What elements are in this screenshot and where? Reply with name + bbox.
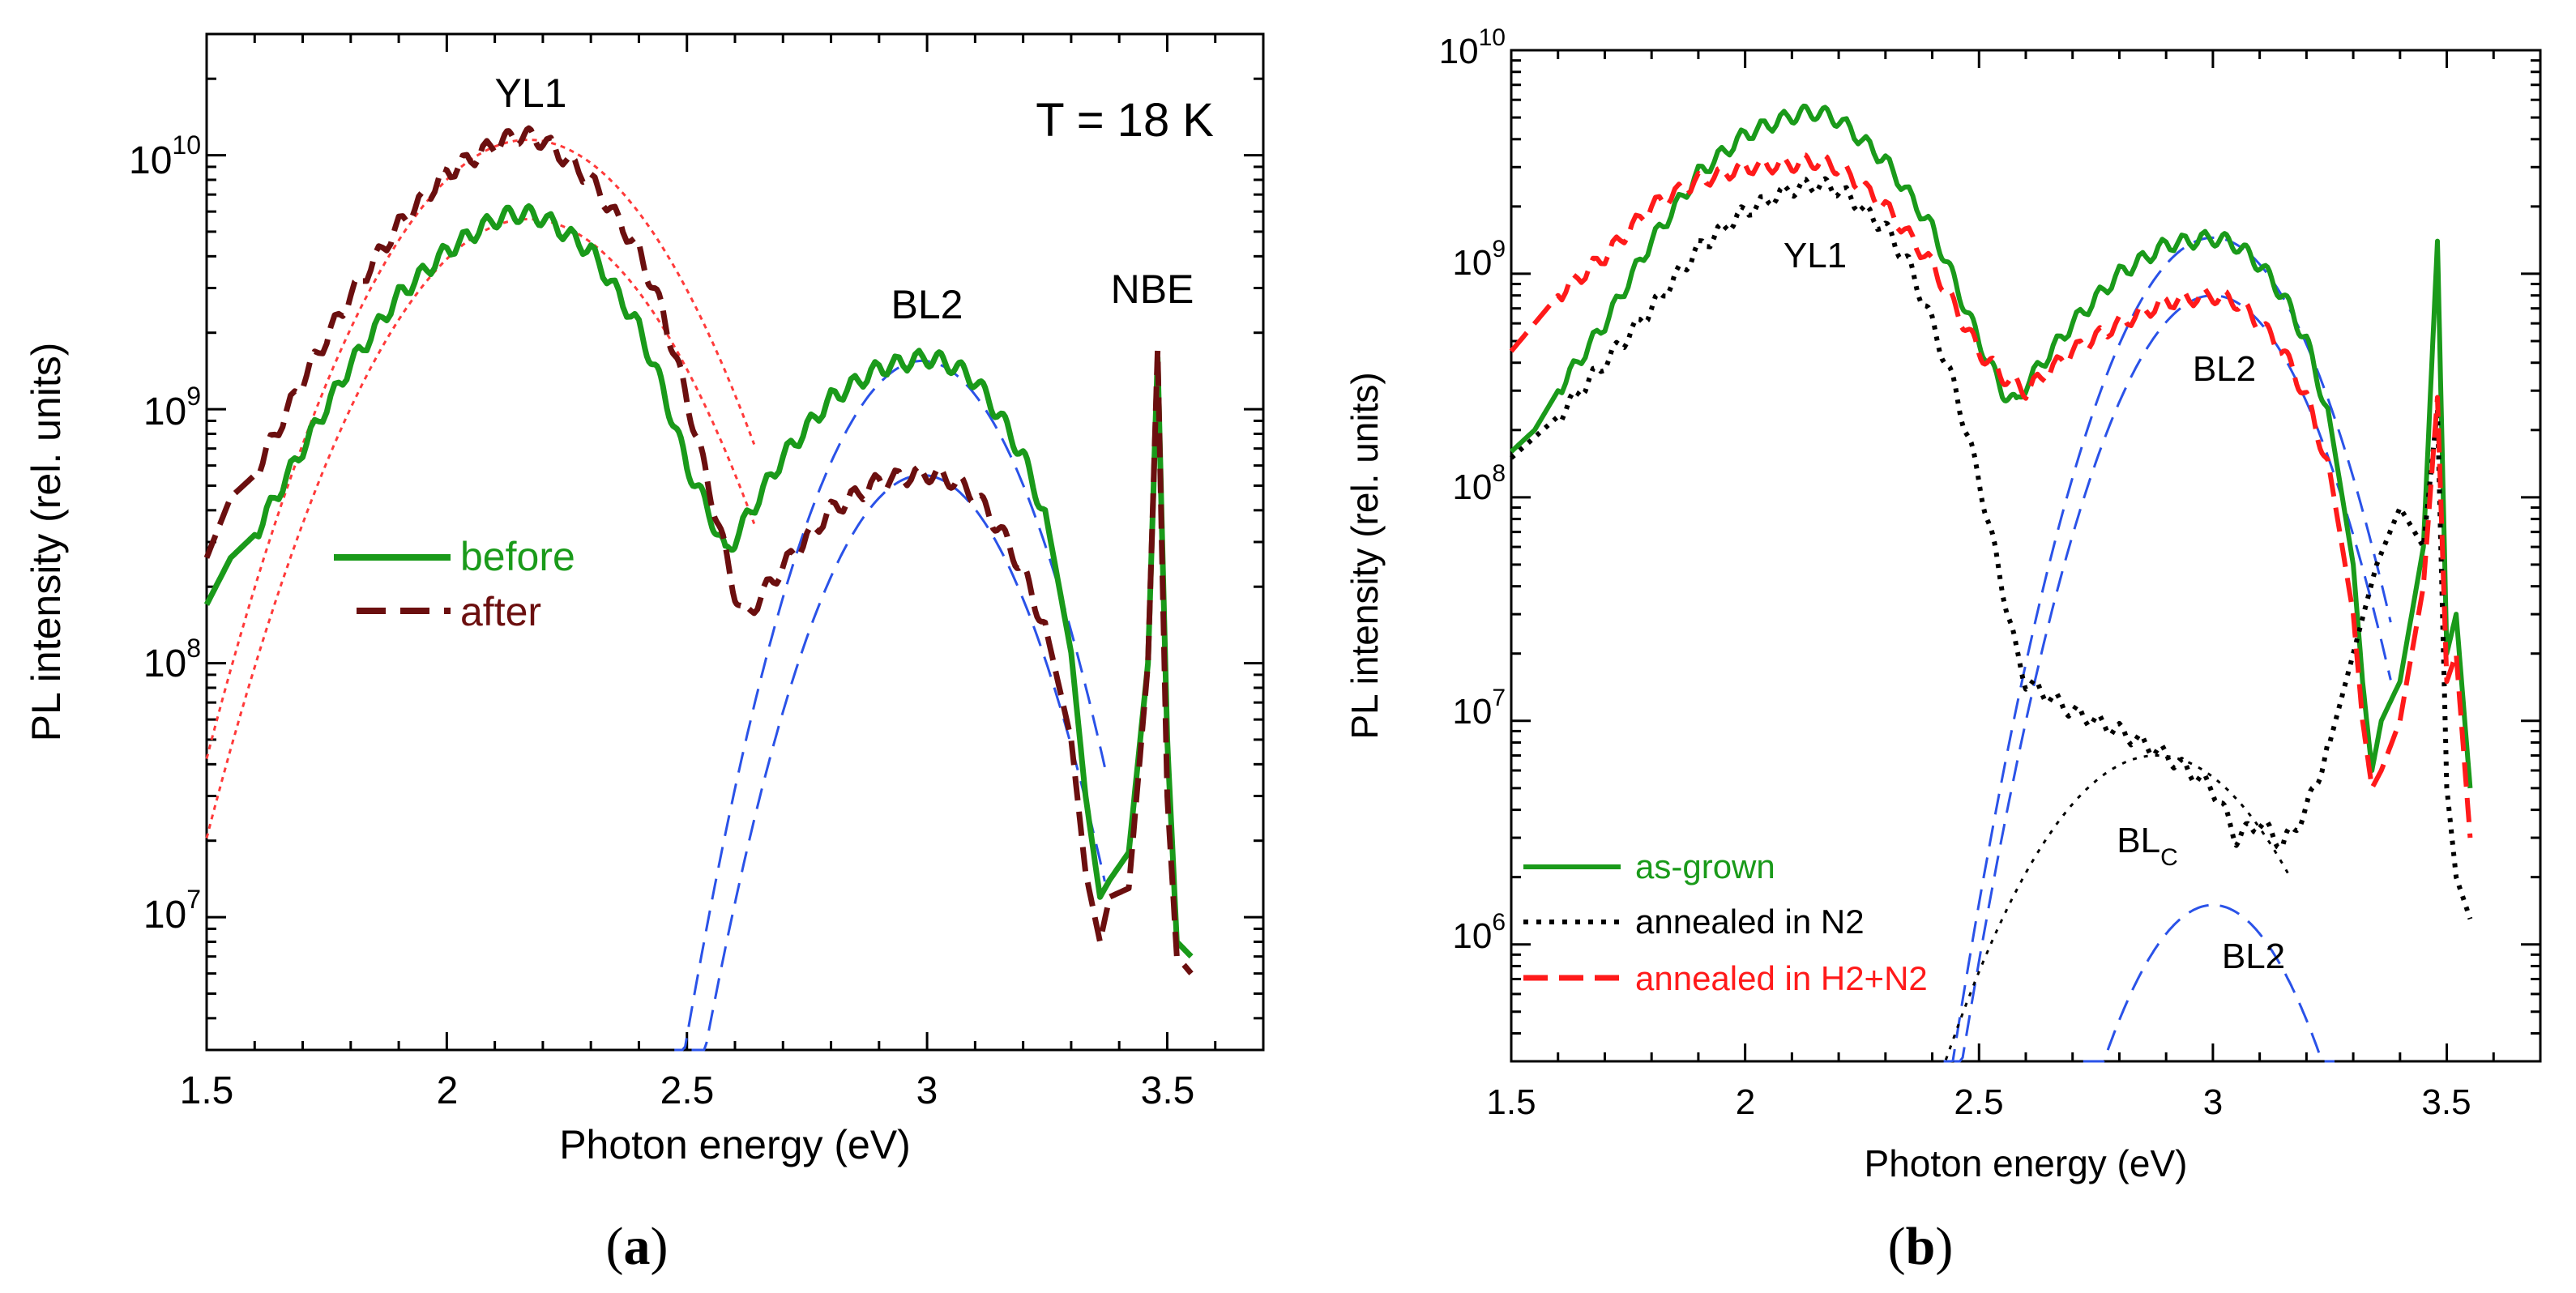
series-bl2-fit-after- [691,474,1106,1052]
a-legend-label-before: before [460,534,575,579]
b-legend-label-as-grown: as-grown [1635,847,1775,885]
series-after [203,125,1194,975]
b-xtick-label: 2.5 [1954,1082,2003,1122]
a-xtick-label: 3.5 [1141,1069,1195,1112]
b-xtick-label: 1.5 [1486,1082,1536,1122]
series-annealed-in-h2-n2 [1509,151,2473,839]
b-ylabel: PL intensity (rel. units) [1344,372,1386,739]
series-bl2-fit-before- [674,359,1106,1052]
b-ytick-label: 109 [1452,236,1506,283]
b-annotation-bl2-small: BL2 [2222,937,2285,976]
series-yl1-fit-before- [205,218,756,839]
a-ylabel: PL intensity (rel. units) [23,343,69,742]
a-annotation-temperature: T = 18 K [1036,94,1214,147]
a-ytick-label: 108 [143,634,201,685]
series-bl2-fit-as-grown- [1943,236,2392,1063]
a-ticks [205,32,1265,1052]
panel-b: 1.5 2 2.5 3 3.5 106 107 108 109 1010 Pho… [1344,24,2542,1184]
a-ytick-label: 109 [143,382,201,433]
b-legend-label-annealed-n2: annealed in N2 [1635,903,1865,941]
b-xtick-label: 3.5 [2421,1082,2471,1122]
b-ytick-label: 107 [1452,685,1506,732]
a-ytick-label: 107 [143,885,201,937]
a-annotation-nbe: NBE [1111,267,1194,312]
series-annealed-in-n2 [1509,176,2473,920]
a-legend-label-after: after [460,589,541,634]
b-annotation-bl2: BL2 [2193,349,2256,389]
b-xtick-label: 3 [2203,1082,2223,1122]
b-legend: as-grown annealed in N2 annealed in H2+N… [1523,847,1928,997]
b-series [1509,103,2473,1063]
b-annotation-yl1: YL1 [1784,236,1847,275]
b-ytick-label: 1010 [1439,24,1506,71]
a-xtick-label: 1.5 [180,1069,234,1112]
a-legend: before after [334,534,575,634]
a-series [203,125,1194,1052]
series-bl2-fit-h2-n2- [1954,294,2392,1063]
b-xlabel: Photon energy (eV) [1865,1142,2188,1184]
caption-a: (a) [606,1217,669,1276]
series-blc-fit [1924,754,2289,1063]
b-ticks [1510,49,2542,1063]
b-ytick-label: 108 [1452,460,1506,507]
series-as-grown [1509,103,2473,789]
b-annotation-blc: BLC [2117,821,2178,871]
a-xlabel: Photon energy (eV) [559,1122,911,1167]
a-ytick-label: 1010 [129,130,201,182]
series-bl2-fit-n2- [2083,903,2335,1063]
b-ytick-label: 106 [1452,909,1506,956]
a-xtick-label: 2.5 [660,1069,715,1112]
a-annotation-bl2: BL2 [891,282,963,327]
a-xtick-label: 3 [916,1069,938,1112]
panel-a: 1.5 2 2.5 3 3.5 107 108 109 1010 Photon … [23,32,1265,1167]
b-legend-label-annealed-h2n2: annealed in H2+N2 [1635,959,1928,997]
a-xtick-label: 2 [437,1069,459,1112]
caption-b: (b) [1888,1217,1954,1276]
b-xtick-label: 2 [1736,1082,1755,1122]
a-annotation-yl1: YL1 [495,70,567,116]
series-before [203,203,1194,959]
